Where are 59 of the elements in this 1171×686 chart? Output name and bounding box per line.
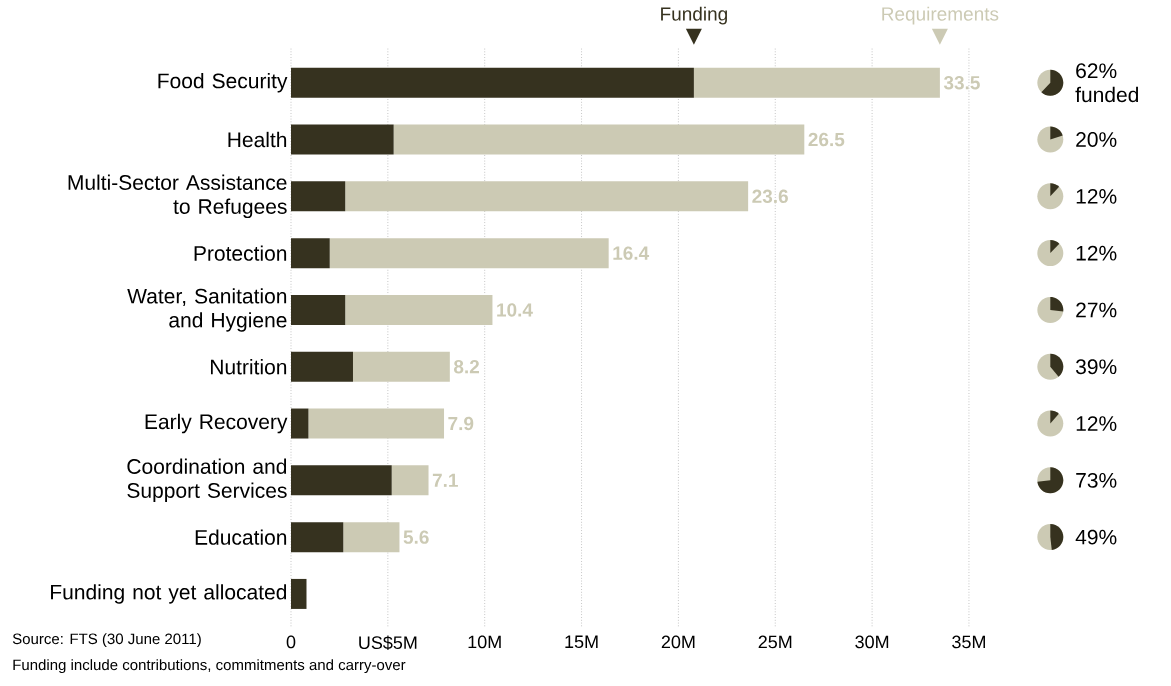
text: Funding include contributions, commitments and carry-over: [13, 659, 406, 674]
y-tick-label: Water, Sanitation and Hygiene: [127, 288, 287, 332]
bar: [352, 351, 450, 382]
y-tick-label: Nutrition: [210, 359, 287, 375]
x-tick-label: US$5M: [359, 635, 417, 651]
total-label: 8.2: [453, 360, 480, 374]
y-tick-label: Coordination and Support Services: [127, 458, 287, 503]
bar: [291, 408, 309, 439]
bar: [391, 465, 429, 496]
bar: [291, 124, 394, 155]
bar: [343, 522, 400, 553]
text: 73%: [1076, 472, 1117, 488]
text: 20%: [1076, 132, 1117, 147]
y-tick-label: Early Recovery: [145, 413, 288, 434]
bar: [393, 124, 805, 155]
total-label: 16.4: [613, 246, 650, 260]
bar: [291, 522, 344, 553]
bar: [345, 294, 493, 325]
x-tick-label: 0: [286, 635, 296, 649]
bar: [308, 408, 445, 439]
bar: [693, 67, 940, 98]
bar: [291, 67, 694, 98]
y-tick-label: Food Security: [158, 72, 288, 93]
total-label: 7.9: [448, 416, 474, 431]
x-tick-label: 30M: [855, 635, 889, 649]
text: 12%: [1076, 188, 1117, 204]
y-tick-label: Education: [195, 529, 287, 545]
x-tick-label: 15M: [565, 635, 598, 649]
x-tick-label: 35M: [952, 635, 985, 649]
bar: [345, 181, 749, 212]
total-label: 7.1: [432, 473, 458, 487]
text: 27%: [1076, 302, 1117, 318]
y-tick-label: Multi-Sector Assistance to Refugees: [68, 174, 287, 219]
total-label: 26.5: [808, 132, 845, 147]
text: 12%: [1076, 416, 1117, 431]
y-tick-label: Health: [228, 131, 287, 148]
bar: [291, 238, 330, 269]
x-tick-label: 25M: [758, 635, 792, 649]
text: 62% funded: [1075, 63, 1139, 103]
y-tick-label: Funding not yet allocated: [51, 584, 287, 604]
bar: [291, 181, 346, 212]
bar: [291, 294, 346, 325]
total-label: 33.5: [943, 75, 980, 90]
bar: [291, 351, 353, 382]
source-note: Source: FTS (30 June 2011): [12, 633, 201, 648]
bar: [291, 578, 307, 609]
text: 39%: [1075, 359, 1117, 375]
total-label: 5.6: [403, 530, 429, 544]
bar: [329, 238, 609, 269]
bar: [291, 465, 392, 496]
text: Funding: [661, 6, 727, 25]
x-tick-label: 20M: [661, 635, 695, 649]
text: Requirements: [882, 6, 999, 25]
total-label: 10.4: [497, 303, 533, 317]
total-label: 23.6: [752, 189, 788, 204]
text: 49%: [1075, 529, 1117, 545]
y-tick-label: Protection: [194, 245, 287, 261]
x-tick-label: 10M: [468, 635, 501, 649]
text: 12%: [1076, 245, 1117, 261]
